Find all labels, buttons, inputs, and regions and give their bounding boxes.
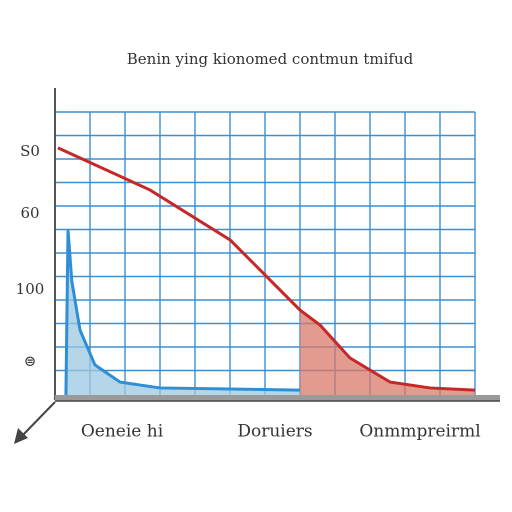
x-label: Oeneie hi: [81, 422, 164, 442]
area: [300, 310, 475, 395]
x-label: Onmmpreirml: [359, 422, 480, 442]
line: [57, 146, 476, 392]
y-label: ⊜: [24, 352, 37, 370]
y-label: 100: [16, 280, 45, 298]
area: [65, 230, 300, 395]
axis-arrow: [19, 401, 56, 439]
arrow-head: [14, 428, 28, 444]
x-label: Doruiers: [237, 422, 312, 442]
plot: [57, 146, 476, 396]
y-label: 60: [20, 204, 39, 222]
grid: [54, 111, 476, 395]
x-axis: [55, 395, 500, 401]
y-label: S0: [20, 142, 40, 160]
line: [64, 230, 300, 396]
chart-title: Benin ying kionomed contmun tmifud: [127, 50, 414, 68]
